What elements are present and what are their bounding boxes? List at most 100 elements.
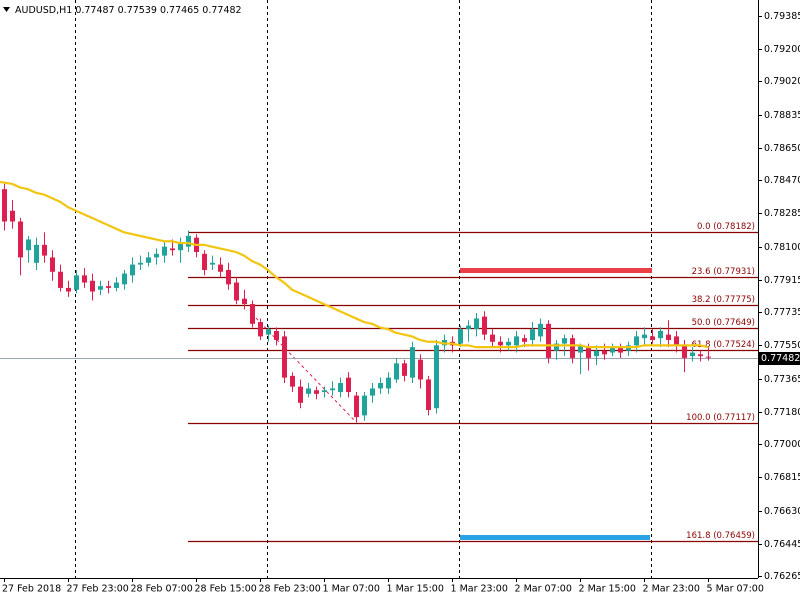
candle-body [594, 350, 599, 357]
candle-body [234, 282, 239, 301]
y-tick-label: 0.76815 [764, 472, 800, 483]
candle-body [186, 235, 191, 247]
candle-body [570, 338, 575, 358]
candle-body [106, 286, 111, 288]
candle-body [298, 386, 303, 403]
candle-body [554, 343, 559, 351]
fib-label: 161.8 (0.76459) [686, 531, 755, 541]
axes-layer: 0.79385 0.79200 0.79020 0.78835 0.78650 0.784… [2, 11, 800, 595]
ma-layer [0, 180, 709, 349]
candle-body [522, 338, 527, 342]
fibonacci-layer: 0.0 (0.78182) 23.6 (0.77931) 38.2 (0.77775… [188, 222, 758, 543]
y-tick-label: 0.77735 [764, 307, 800, 318]
candle-body [394, 363, 399, 380]
candle-body [226, 269, 231, 285]
x-tick-label: 5 Mar 07:00 [707, 584, 764, 595]
moving-average [0, 180, 709, 349]
last-low: 0.77465 [160, 5, 199, 16]
candle-body [426, 379, 431, 410]
x-tick-label: 2 Mar 15:00 [579, 584, 636, 595]
candle-body [42, 244, 47, 256]
y-tick-label: 0.78285 [764, 208, 800, 219]
candle-body [250, 304, 255, 324]
fib-label: 50.0 (0.77649) [692, 318, 755, 328]
candle-body [546, 323, 551, 358]
candle-body [362, 395, 367, 416]
candle-body [2, 189, 7, 222]
candle-body [354, 395, 359, 418]
x-tick-label: 27 Feb 23:00 [67, 584, 129, 595]
candle-body [562, 338, 567, 344]
candle-body [658, 331, 663, 339]
candle-body [58, 271, 63, 288]
x-tick-label: 28 Feb 23:00 [259, 584, 321, 595]
candle-body [338, 383, 343, 393]
fib-label: 100.0 (0.77117) [686, 413, 755, 423]
candle-body [122, 273, 127, 285]
y-tick-label: 0.79385 [764, 11, 800, 22]
candle-body [218, 264, 223, 272]
candle-body [666, 334, 671, 340]
y-tick-label: 0.76630 [764, 506, 800, 517]
candle-body [434, 345, 439, 409]
y-tick-label: 0.76265 [764, 571, 800, 582]
candle-body [418, 359, 423, 380]
last-close: 0.77482 [202, 5, 241, 16]
candle-body [258, 322, 263, 337]
candle-body [538, 323, 543, 337]
candle-body [10, 210, 15, 222]
candle-body [578, 345, 583, 353]
candle-body [202, 253, 207, 270]
candle-body [306, 388, 311, 394]
candle-body [346, 377, 351, 393]
candle-body [506, 341, 511, 346]
fib-label: 23.6 (0.77931) [692, 267, 755, 277]
candle-body [602, 350, 607, 355]
x-tick-label: 28 Feb 07:00 [131, 584, 193, 595]
x-tick-label: 28 Feb 15:00 [195, 584, 257, 595]
candle-body [66, 287, 71, 292]
candle-body [482, 316, 487, 335]
candle-body [90, 280, 95, 292]
candle-body [650, 336, 655, 340]
y-tick-label: 0.79200 [764, 44, 800, 55]
last-high: 0.77539 [118, 5, 157, 16]
y-tick-label: 0.76445 [764, 539, 800, 550]
candle-body [98, 286, 103, 290]
y-tick-label: 0.78835 [764, 110, 800, 121]
fib-label: 61.8 (0.77524) [692, 340, 755, 350]
candle-body [698, 354, 703, 357]
x-tick-label: 2 Mar 23:00 [643, 584, 700, 595]
candle-body [458, 329, 463, 344]
candle-body [682, 345, 687, 358]
y-tick-label: 0.78470 [764, 175, 800, 186]
candle-body [138, 262, 143, 265]
symbol: AUDUSD,H1 [15, 5, 72, 16]
candle-body [618, 347, 623, 353]
y-tick-label: 0.77180 [764, 407, 800, 418]
candle-body [386, 377, 391, 389]
y-tick-label: 0.77000 [764, 439, 800, 450]
candle-body [282, 336, 287, 378]
candle-body [474, 318, 479, 330]
candle-body [498, 341, 503, 346]
candle-body [586, 347, 591, 358]
target-zone [460, 535, 650, 540]
candle-body [130, 264, 135, 276]
target-zone [460, 268, 652, 273]
x-tick-label: 1 Mar 15:00 [387, 584, 444, 595]
candle-body [146, 257, 151, 263]
current-price-box [759, 352, 800, 365]
x-tick-label: 2 Mar 07:00 [515, 584, 572, 595]
candle-body [610, 347, 615, 353]
candle-body [410, 347, 415, 378]
candle-body [34, 244, 39, 263]
candle-body [674, 336, 679, 346]
candle-body [402, 363, 407, 376]
chart-header: AUDUSD,H1 0.77487 0.77539 0.77465 0.7748… [15, 5, 242, 16]
menu-triangle[interactable] [3, 7, 10, 12]
current-price-label: 0.77482 [761, 353, 800, 364]
candle-body [642, 334, 647, 339]
x-tick-label: 1 Mar 07:00 [323, 584, 380, 595]
